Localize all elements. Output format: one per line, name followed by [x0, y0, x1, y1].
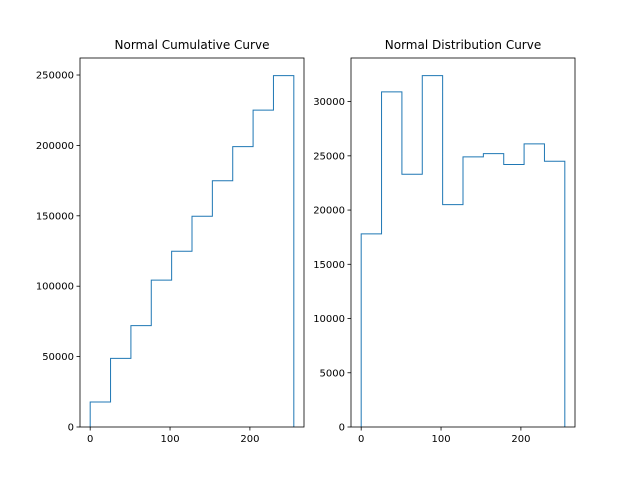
- distribution-y-axis-ticks: 0 5000 10000 15000 20000 25000 30000: [313, 97, 351, 434]
- cumulative-chart-title: Normal Cumulative Curve: [115, 38, 270, 52]
- distribution-x-tick-label: 100: [431, 434, 450, 445]
- cumulative-y-tick-label: 50000: [42, 352, 74, 363]
- distribution-x-tick-label: 0: [358, 434, 364, 445]
- distribution-step-line: [360, 75, 566, 427]
- distribution-y-tick-label: 0: [339, 423, 345, 434]
- distribution-y-tick-label: 10000: [313, 314, 345, 325]
- distribution-x-tick-label: 200: [511, 434, 530, 445]
- distribution-y-tick-label: 20000: [313, 206, 345, 217]
- cumulative-y-tick-label: 200000: [36, 141, 74, 152]
- distribution-y-tick-label: 30000: [313, 97, 345, 108]
- cumulative-x-tick-label: 0: [87, 434, 93, 445]
- distribution-x-axis-ticks: 0 100 200: [358, 427, 530, 445]
- cumulative-step-line: [89, 75, 295, 427]
- cumulative-y-axis-ticks: 0 50000 100000 150000 200000 250000: [36, 71, 80, 434]
- cumulative-y-tick-label: 0: [68, 423, 74, 434]
- cumulative-y-tick-label: 250000: [36, 71, 74, 82]
- distribution-y-tick-label: 25000: [313, 151, 345, 162]
- cumulative-step-series: [89, 75, 295, 427]
- cumulative-chart-panel: Normal Cumulative Curve 0 100 200 0 50000 10…: [36, 38, 305, 445]
- distribution-chart-title: Normal Distribution Curve: [385, 38, 541, 52]
- cumulative-x-axis-ticks: 0 100 200: [87, 427, 259, 445]
- distribution-y-tick-label: 15000: [313, 260, 345, 271]
- cumulative-plot-frame: [79, 57, 305, 428]
- cumulative-y-tick-label: 150000: [36, 211, 74, 222]
- cumulative-y-tick-label: 100000: [36, 282, 74, 293]
- distribution-step-series: [360, 75, 566, 427]
- cumulative-x-tick-label: 100: [160, 434, 179, 445]
- distribution-y-tick-label: 5000: [320, 368, 345, 379]
- cumulative-x-tick-label: 200: [240, 434, 259, 445]
- distribution-plot-frame: [350, 57, 576, 428]
- distribution-chart-panel: Normal Distribution Curve 0 100 200 0 5000 1…: [313, 38, 576, 445]
